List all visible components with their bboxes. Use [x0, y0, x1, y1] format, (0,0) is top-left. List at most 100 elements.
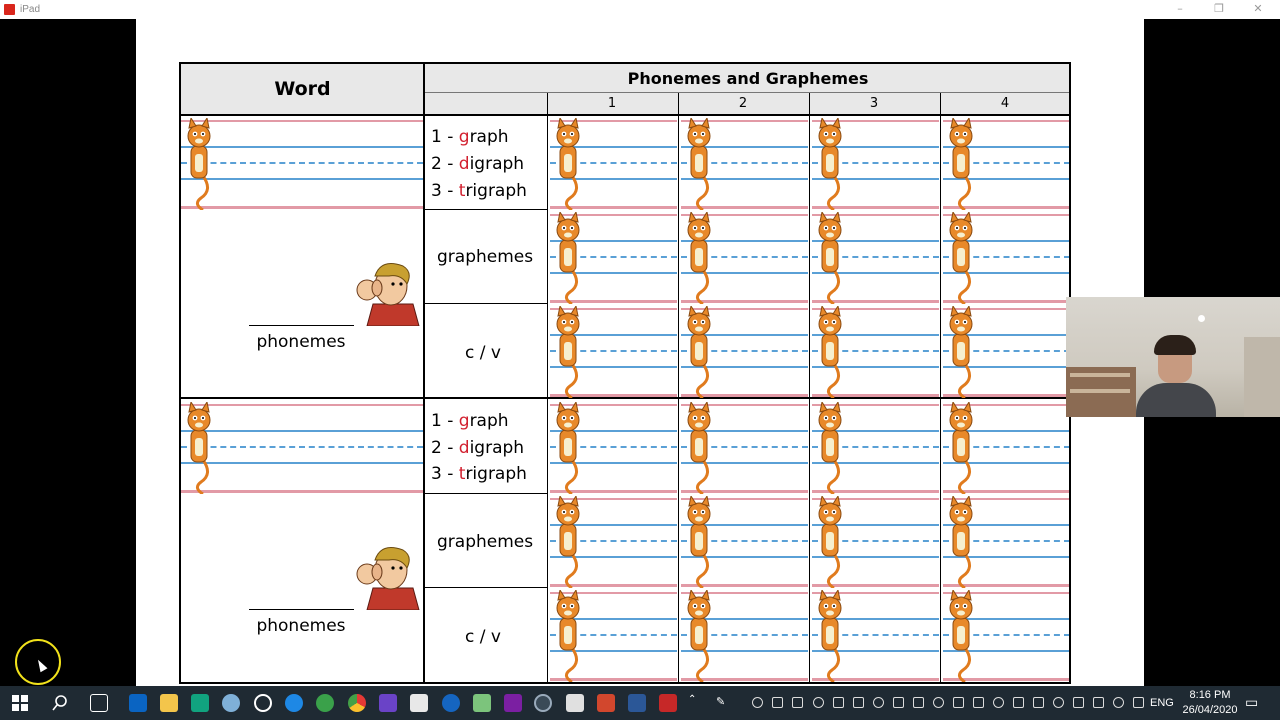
writing-guide-line [681, 394, 808, 397]
writing-guide-line [812, 350, 939, 352]
app-loop-icon[interactable] [379, 694, 397, 712]
divider [425, 92, 1069, 93]
writing-guide-line [681, 678, 808, 681]
bluetooth-icon[interactable] [1033, 697, 1044, 708]
writing-guide-line [812, 524, 939, 526]
writing-guide-line [681, 584, 808, 587]
cloud-icon[interactable] [1073, 697, 1084, 708]
cat-mascot-icon [683, 210, 717, 308]
app-s-icon[interactable] [191, 694, 209, 712]
language-indicator[interactable]: ENG [1150, 697, 1174, 709]
app-cc-icon[interactable] [566, 694, 584, 712]
target-icon[interactable] [752, 697, 763, 708]
battery-icon[interactable] [893, 697, 904, 708]
powerpoint-icon[interactable] [597, 694, 615, 712]
handwriting-lines [681, 116, 808, 212]
tray-expand-icon[interactable]: ⌃ [688, 694, 697, 705]
handwriting-lines [550, 116, 677, 212]
taskbar: ⌃ ✎ ENG 8:16 PM 26/04/2020 ▭ [0, 686, 1280, 720]
app-d-icon[interactable] [993, 697, 1004, 708]
writing-guide-line [812, 650, 939, 652]
ceiling-light [1198, 315, 1205, 322]
divider [678, 92, 679, 682]
volume-mute-icon[interactable] [973, 697, 984, 708]
writing-guide-line [812, 446, 939, 448]
divider [940, 92, 941, 682]
clock-time[interactable]: 8:16 PM [1189, 689, 1231, 701]
restore-button[interactable]: ❐ [1214, 2, 1224, 15]
app-os-icon[interactable] [410, 694, 428, 712]
word-icon[interactable] [628, 694, 646, 712]
cat-mascot-icon [552, 210, 586, 308]
cloud-sync-icon[interactable] [853, 697, 864, 708]
phonemes-graphemes-header: Phonemes and Graphemes [627, 68, 869, 88]
wifi-strength-icon[interactable] [1093, 697, 1104, 708]
writing-guide-line [550, 146, 677, 148]
wifi-icon[interactable] [1013, 697, 1024, 708]
writing-guide-line [181, 430, 423, 432]
writing-guide-line [943, 308, 1069, 310]
writing-guide-line [812, 404, 939, 406]
app-cloud-icon[interactable] [222, 694, 240, 712]
pen-icon[interactable]: ✎ [716, 696, 726, 708]
writing-guide-line [943, 524, 1069, 526]
internet-explorer-icon[interactable] [285, 694, 303, 712]
minimize-button[interactable]: – [1177, 2, 1183, 15]
word-header-bg [181, 64, 424, 114]
handwriting-lines [943, 210, 1069, 306]
trigraph-label: 3 - trigraph [431, 181, 527, 201]
writing-guide-line [181, 206, 423, 209]
close-button[interactable]: ✕ [1253, 2, 1263, 15]
writing-guide-line [550, 446, 677, 448]
task-view-icon[interactable] [90, 694, 108, 712]
file-explorer-icon[interactable] [160, 694, 178, 712]
writing-guide-line [550, 308, 677, 310]
notifications-icon[interactable]: ▭ [1245, 694, 1259, 710]
writing-guide-line [943, 206, 1069, 209]
sync-icon[interactable] [772, 697, 783, 708]
writing-guide-line [681, 524, 808, 526]
display-icon[interactable] [873, 697, 884, 708]
app-image-icon[interactable] [473, 694, 491, 712]
writing-guide-line [812, 206, 939, 209]
volume-icon[interactable] [1113, 697, 1124, 708]
webcam-video-overlay[interactable] [1066, 297, 1280, 417]
app-c-icon[interactable] [913, 697, 924, 708]
onenote-icon[interactable] [504, 694, 522, 712]
cat-mascot-icon [945, 304, 979, 402]
usb-icon[interactable] [1053, 697, 1064, 708]
shield-icon[interactable] [833, 697, 844, 708]
app-globe-icon[interactable] [316, 694, 334, 712]
network-status-icon[interactable] [792, 697, 803, 708]
app-camera-icon[interactable] [534, 694, 552, 712]
windows-start-icon[interactable] [11, 694, 29, 712]
cat-mascot-icon [945, 210, 979, 308]
app-m-icon[interactable] [813, 697, 824, 708]
writing-guide-line [943, 178, 1069, 180]
writing-guide-line [943, 678, 1069, 681]
chrome-icon[interactable] [348, 694, 366, 712]
writing-guide-line [943, 350, 1069, 352]
cat-mascot-icon [552, 304, 586, 402]
clipboard-icon[interactable] [933, 697, 944, 708]
clock-date[interactable]: 26/04/2020 [1182, 704, 1238, 716]
app-clock-icon[interactable] [254, 694, 272, 712]
edge-icon[interactable] [442, 694, 460, 712]
writing-guide-line [812, 462, 939, 464]
speaker-icon[interactable] [1133, 697, 1144, 708]
window-title: iPad [20, 4, 41, 15]
divider [425, 493, 548, 494]
search-icon[interactable] [51, 694, 69, 712]
column-number-3: 3 [869, 95, 879, 111]
writing-guide-line [550, 430, 677, 432]
wall-picture [1244, 337, 1280, 417]
signal-icon[interactable] [953, 697, 964, 708]
writing-guide-line [550, 490, 677, 493]
acrobat-icon[interactable] [659, 694, 677, 712]
handwriting-lines [550, 210, 677, 306]
outlook-icon[interactable] [129, 694, 147, 712]
writing-guide-line [550, 178, 677, 180]
writing-guide-line [181, 120, 423, 122]
writing-guide-line [550, 214, 677, 216]
handwriting-lines [181, 400, 423, 496]
